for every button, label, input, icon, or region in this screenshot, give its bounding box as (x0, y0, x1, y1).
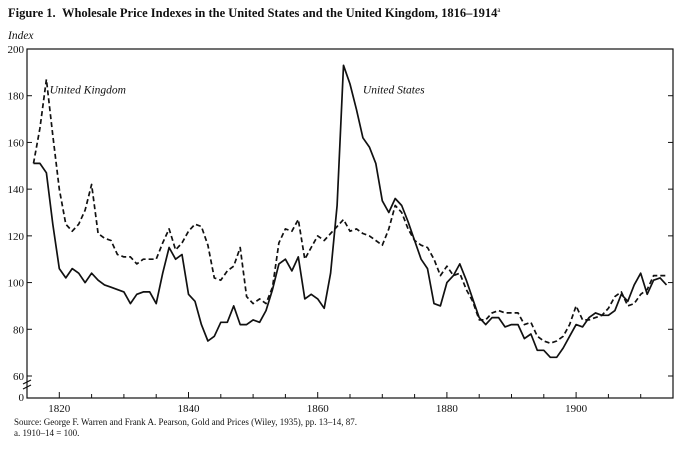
y-tick-label: 200 (8, 44, 25, 56)
annotation-united-kingdom: United Kingdom (50, 84, 126, 96)
y-axis-label: Index (8, 30, 34, 42)
y-tick-label: 140 (8, 184, 25, 196)
series-line-united-kingdom (32, 78, 667, 345)
x-tick-label: 1880 (436, 403, 459, 415)
y-tick-label: 60 (13, 371, 25, 383)
y-tick-label: 100 (8, 278, 25, 290)
figure-title: Figure 1. Wholesale Price Indexes in the… (8, 6, 500, 21)
y-tick-label-zero: 0 (19, 392, 25, 404)
y-axis-break-mark (22, 379, 32, 385)
y-tick-label: 180 (8, 91, 25, 103)
annotation-united-states: United States (363, 84, 425, 96)
x-tick-label: 1860 (307, 403, 330, 415)
series-line-united-states (33, 64, 668, 359)
y-tick-label: 160 (8, 137, 25, 149)
x-tick-label: 1900 (565, 403, 588, 415)
y-axis-break-mark (22, 384, 32, 390)
source-note: Source: George F. Warren and Frank A. Pe… (14, 417, 357, 439)
y-tick-label: 120 (8, 231, 25, 243)
y-tick-label: 80 (13, 324, 25, 336)
figure-title-note-mark: a (497, 6, 501, 14)
source-citation: Source: George F. Warren and Frank A. Pe… (14, 417, 357, 427)
index-base-footnote: a. 1910–14 = 100. (14, 428, 80, 438)
figure-title-text: Wholesale Price Indexes in the United St… (61, 6, 498, 21)
x-tick-label: 1820 (48, 403, 71, 415)
x-tick-label: 1840 (178, 403, 201, 415)
figure-label: Figure 1. (8, 6, 56, 21)
plot-frame (26, 48, 674, 399)
